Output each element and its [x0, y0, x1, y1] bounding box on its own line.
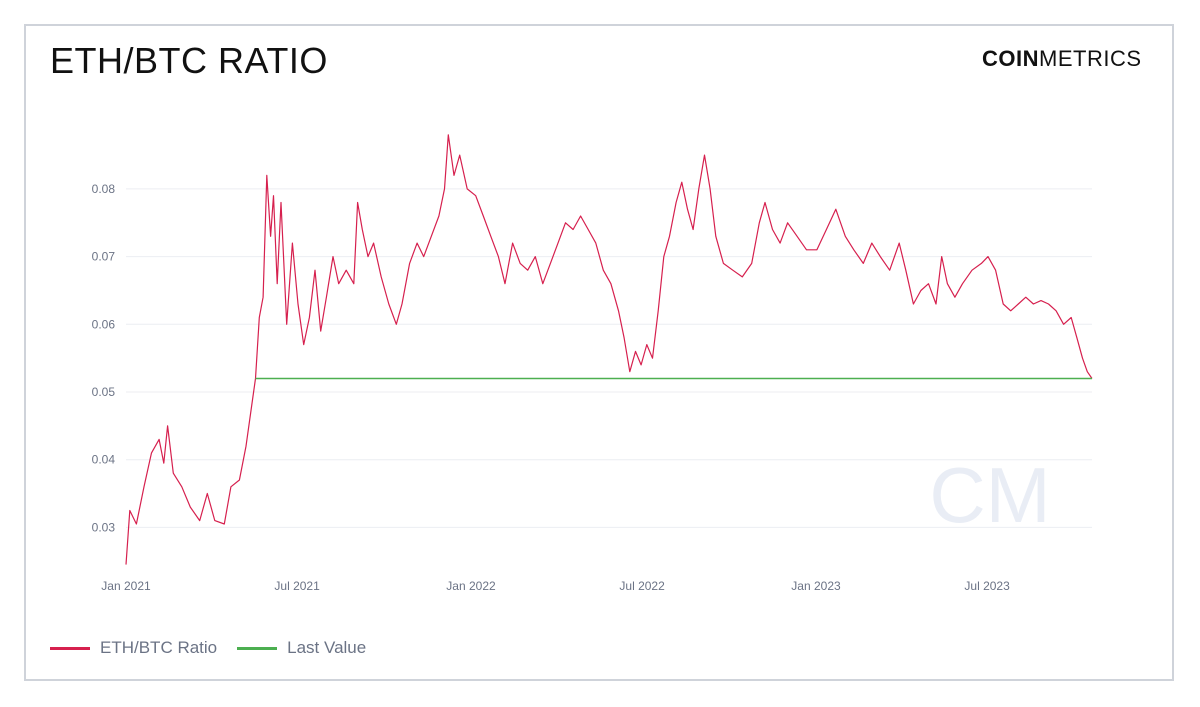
- y-tick-label: 0.08: [92, 182, 116, 196]
- series-line-eth-btc: [125, 134, 1093, 565]
- x-tick-label: Jan 2023: [791, 579, 841, 593]
- y-tick-label: 0.06: [92, 317, 116, 331]
- watermark-logo: CM: [929, 451, 1050, 539]
- y-tick-label: 0.03: [92, 520, 116, 534]
- x-tick-label: Jul 2023: [964, 579, 1010, 593]
- legend: ETH/BTC Ratio Last Value: [50, 638, 366, 658]
- y-tick-label: 0.07: [92, 250, 116, 264]
- legend-label-eth-btc: ETH/BTC Ratio: [100, 638, 218, 657]
- chart-card: [24, 24, 1174, 681]
- logo-light-text: METRICS: [1039, 46, 1142, 71]
- legend-label-last-value: Last Value: [287, 638, 367, 657]
- y-tick-label: 0.04: [92, 453, 116, 467]
- legend-item-eth-btc[interactable]: ETH/BTC Ratio: [50, 638, 217, 658]
- brand-logo: COINMETRICS: [982, 46, 1142, 72]
- y-tick-label: 0.05: [92, 385, 116, 399]
- logo-bold-text: COIN: [982, 46, 1039, 71]
- legend-swatch-last-value: [237, 646, 278, 650]
- x-tick-label: Jan 2021: [101, 579, 151, 593]
- x-tick-label: Jul 2022: [619, 579, 665, 593]
- legend-swatch-eth-btc: [50, 646, 90, 650]
- x-tick-label: Jan 2022: [446, 579, 496, 593]
- x-tick-label: Jul 2021: [274, 579, 320, 593]
- chart-title: ETH/BTC RATIO: [50, 40, 328, 81]
- legend-item-last-value[interactable]: Last Value: [237, 638, 366, 658]
